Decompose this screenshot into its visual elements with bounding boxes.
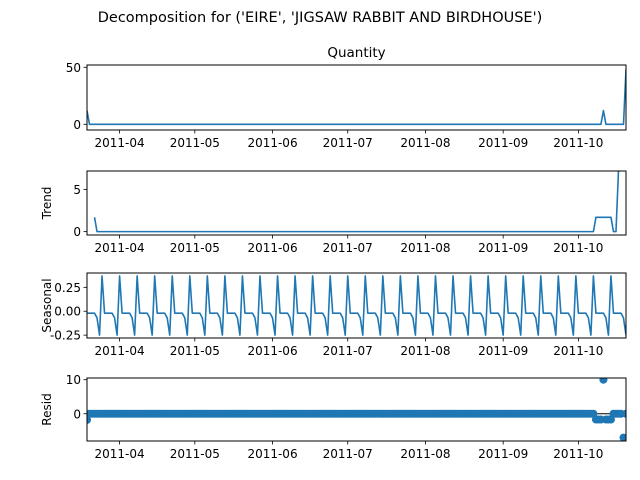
panel-resid: 2011-04 2011-05 2011-06 2011-07 2011-08 2011-… [40,373,627,461]
resid-point [619,433,626,441]
x-tick-label: 2011-07 [323,136,373,150]
plot-area-observed [87,69,626,126]
x-tick-label: 2011-09 [478,344,528,358]
axes-frame-seasonal [86,272,627,339]
y-tick-label: -0.25 [50,329,81,343]
y-tick-label: 0 [73,407,81,421]
y-axis-label: Resid [40,393,54,425]
seasonal-series-line [87,275,626,336]
y-axis-label: Trend [40,187,54,221]
axes-frame-trend [86,170,627,236]
x-tick-label: 2011-09 [478,136,528,150]
observed-series-line [87,69,626,126]
x-tick-label: 2011-06 [247,447,297,461]
x-tick-label: 2011-04 [95,136,145,150]
y-tick-label: 5 [73,183,81,197]
plot-area-trend [93,171,620,233]
panel-observed: 2011-04 2011-05 2011-06 2011-07 2011-08 2011-… [66,45,627,150]
x-tick-label: 2011-05 [170,241,220,255]
x-tick-label: 2011-05 [170,136,220,150]
resid-point [87,415,91,424]
resid-point [599,378,608,384]
x-tick-label: 2011-09 [478,241,528,255]
x-tick-label: 2011-04 [95,447,145,461]
x-tick-label: 2011-10 [553,447,603,461]
x-tick-label: 2011-06 [247,241,297,255]
x-tick-label: 2011-08 [400,241,450,255]
x-tick-label: 2011-07 [323,241,373,255]
x-tick-label: 2011-08 [400,344,450,358]
plot-area-seasonal [87,275,626,336]
plot-area-resid [87,378,626,441]
y-axis-label: Seasonal [40,278,54,332]
x-tick-label: 2011-07 [323,344,373,358]
x-tick-label: 2011-09 [478,447,528,461]
x-tick-label: 2011-05 [170,344,220,358]
x-tick-label: 2011-10 [553,241,603,255]
figure-suptitle: Decomposition for ('EIRE', 'JIGSAW RABBI… [98,10,542,26]
x-tick-label: 2011-06 [247,344,297,358]
panels-container: 2011-04 2011-05 2011-06 2011-07 2011-08 2011-… [40,45,627,461]
x-tick-label: 2011-08 [400,447,450,461]
panel-seasonal: 2011-04 2011-05 2011-06 2011-07 2011-08 2011-… [40,272,627,358]
panel-title: Quantity [327,45,385,61]
resid-point [622,409,626,418]
x-tick-label: 2011-10 [553,136,603,150]
x-tick-label: 2011-04 [95,241,145,255]
y-tick-label: 10 [66,373,81,387]
trend-series-line [93,171,620,233]
axes-frame-resid [86,377,627,442]
x-tick-label: 2011-04 [95,344,145,358]
y-tick-label: 0 [73,225,81,239]
y-tick-label: 50 [66,61,81,75]
panel-trend: 2011-04 2011-05 2011-06 2011-07 2011-08 2011-… [40,170,627,255]
x-tick-label: 2011-05 [170,447,220,461]
y-tick-label: 0 [73,118,81,132]
x-tick-label: 2011-06 [247,136,297,150]
x-tick-label: 2011-10 [553,344,603,358]
axes-frame-observed [86,64,627,131]
x-tick-label: 2011-07 [323,447,373,461]
y-tick-label: 0.25 [54,281,81,295]
x-tick-label: 2011-08 [400,136,450,150]
y-tick-label: 0.00 [54,305,81,319]
